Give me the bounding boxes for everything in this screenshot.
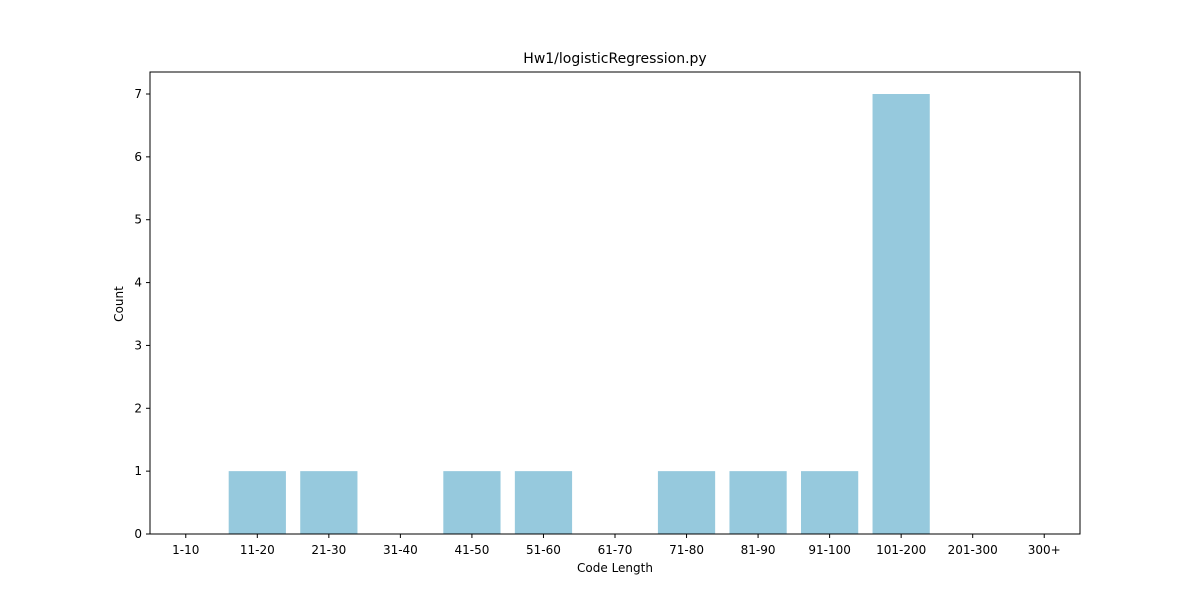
x-tick-label: 201-300	[948, 543, 998, 557]
x-tick-label: 61-70	[598, 543, 633, 557]
y-tick-label: 7	[134, 87, 142, 101]
bar-21-30	[300, 471, 358, 534]
y-tick-label: 3	[134, 338, 142, 352]
y-tick-label: 2	[134, 401, 142, 415]
ticks-layer: 1-10 11-20 21-30 31-40 41-50 51-60 61-70 71-80 8…	[134, 87, 1060, 557]
x-axis-label: Code Length	[577, 561, 653, 575]
x-tick-label: 101-200	[876, 543, 926, 557]
x-tick-label: 300+	[1028, 543, 1061, 557]
bar-71-80	[657, 471, 716, 534]
chart-title: Hw1/logisticRegression.py	[523, 51, 706, 67]
x-tick-label: 1-10	[172, 543, 199, 557]
y-tick-label: 5	[134, 213, 142, 227]
y-tick-label: 6	[134, 150, 142, 164]
plot-frame	[149, 71, 1081, 535]
x-tick-label: 81-90	[741, 543, 776, 557]
x-tick-label: 51-60	[526, 543, 561, 557]
y-tick-label: 1	[134, 464, 142, 478]
x-tick-label: 41-50	[454, 543, 489, 557]
x-tick-label: 91-100	[808, 543, 851, 557]
bar-91-100	[801, 471, 859, 534]
y-tick-label: 0	[134, 527, 142, 541]
bar-101-200	[872, 94, 930, 534]
x-tick-label: 21-30	[311, 543, 346, 557]
bar-11-20	[228, 471, 286, 534]
y-axis-label: Count	[112, 286, 126, 322]
bars-layer	[228, 94, 930, 534]
bar-81-90	[729, 471, 787, 534]
bar-41-50	[443, 471, 501, 534]
bar-51-60	[514, 471, 573, 534]
x-tick-label: 11-20	[240, 543, 275, 557]
y-tick-label: 4	[134, 276, 142, 290]
x-tick-label: 31-40	[383, 543, 418, 557]
x-tick-label: 71-80	[669, 543, 704, 557]
